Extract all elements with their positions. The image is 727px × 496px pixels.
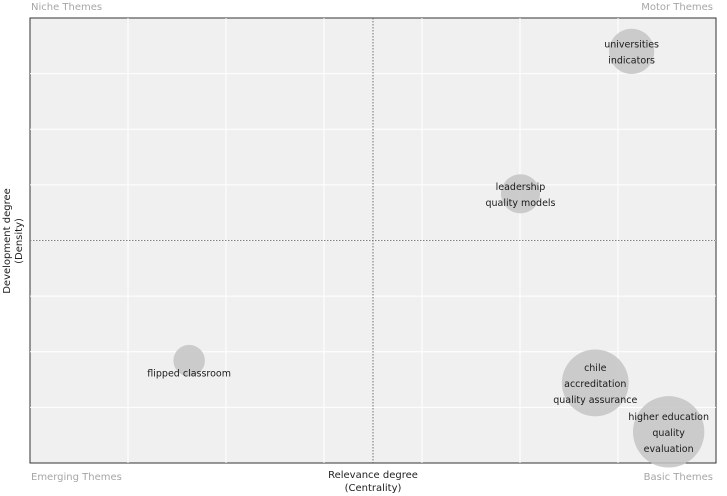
bubble-label: higher education	[628, 412, 709, 423]
bubble-label: chile	[584, 363, 607, 374]
bubble-label: accreditation	[564, 379, 626, 390]
quadrant-label-motor: Motor Themes	[641, 2, 713, 13]
bubble-label: quality	[652, 428, 685, 439]
bubbles	[173, 28, 705, 468]
bubble-label: leadership	[496, 182, 546, 193]
bubble-label: quality assurance	[553, 395, 637, 406]
y-axis-title-line2: (Density)	[14, 218, 25, 264]
y-axis-title-line1: Development degree	[2, 188, 13, 294]
bubble-1	[500, 174, 541, 214]
x-axis-title-line2: (Centrality)	[345, 483, 402, 494]
quadrant-label-basic: Basic Themes	[644, 472, 713, 483]
quadrant-label-niche: Niche Themes	[31, 2, 102, 13]
bubble-0	[609, 28, 655, 74]
bubble-label: evaluation	[644, 444, 694, 455]
x-axis-title-line1: Relevance degree	[328, 470, 418, 481]
quadrant-label-emerging: Emerging Themes	[31, 472, 122, 483]
bubble-label: quality models	[485, 198, 555, 209]
y-axis-title: Development degree (Density)	[2, 188, 25, 294]
bubble-2	[173, 344, 205, 377]
bubble-3	[561, 349, 629, 417]
bubble-label: flipped classroom	[147, 369, 231, 380]
bubble-4	[632, 396, 705, 468]
reference-lines	[30, 18, 716, 463]
bubble-labels: universities indicators leadership quality …	[147, 39, 709, 454]
bubble-label: universities	[604, 39, 659, 50]
bubble-label: indicators	[608, 55, 655, 66]
